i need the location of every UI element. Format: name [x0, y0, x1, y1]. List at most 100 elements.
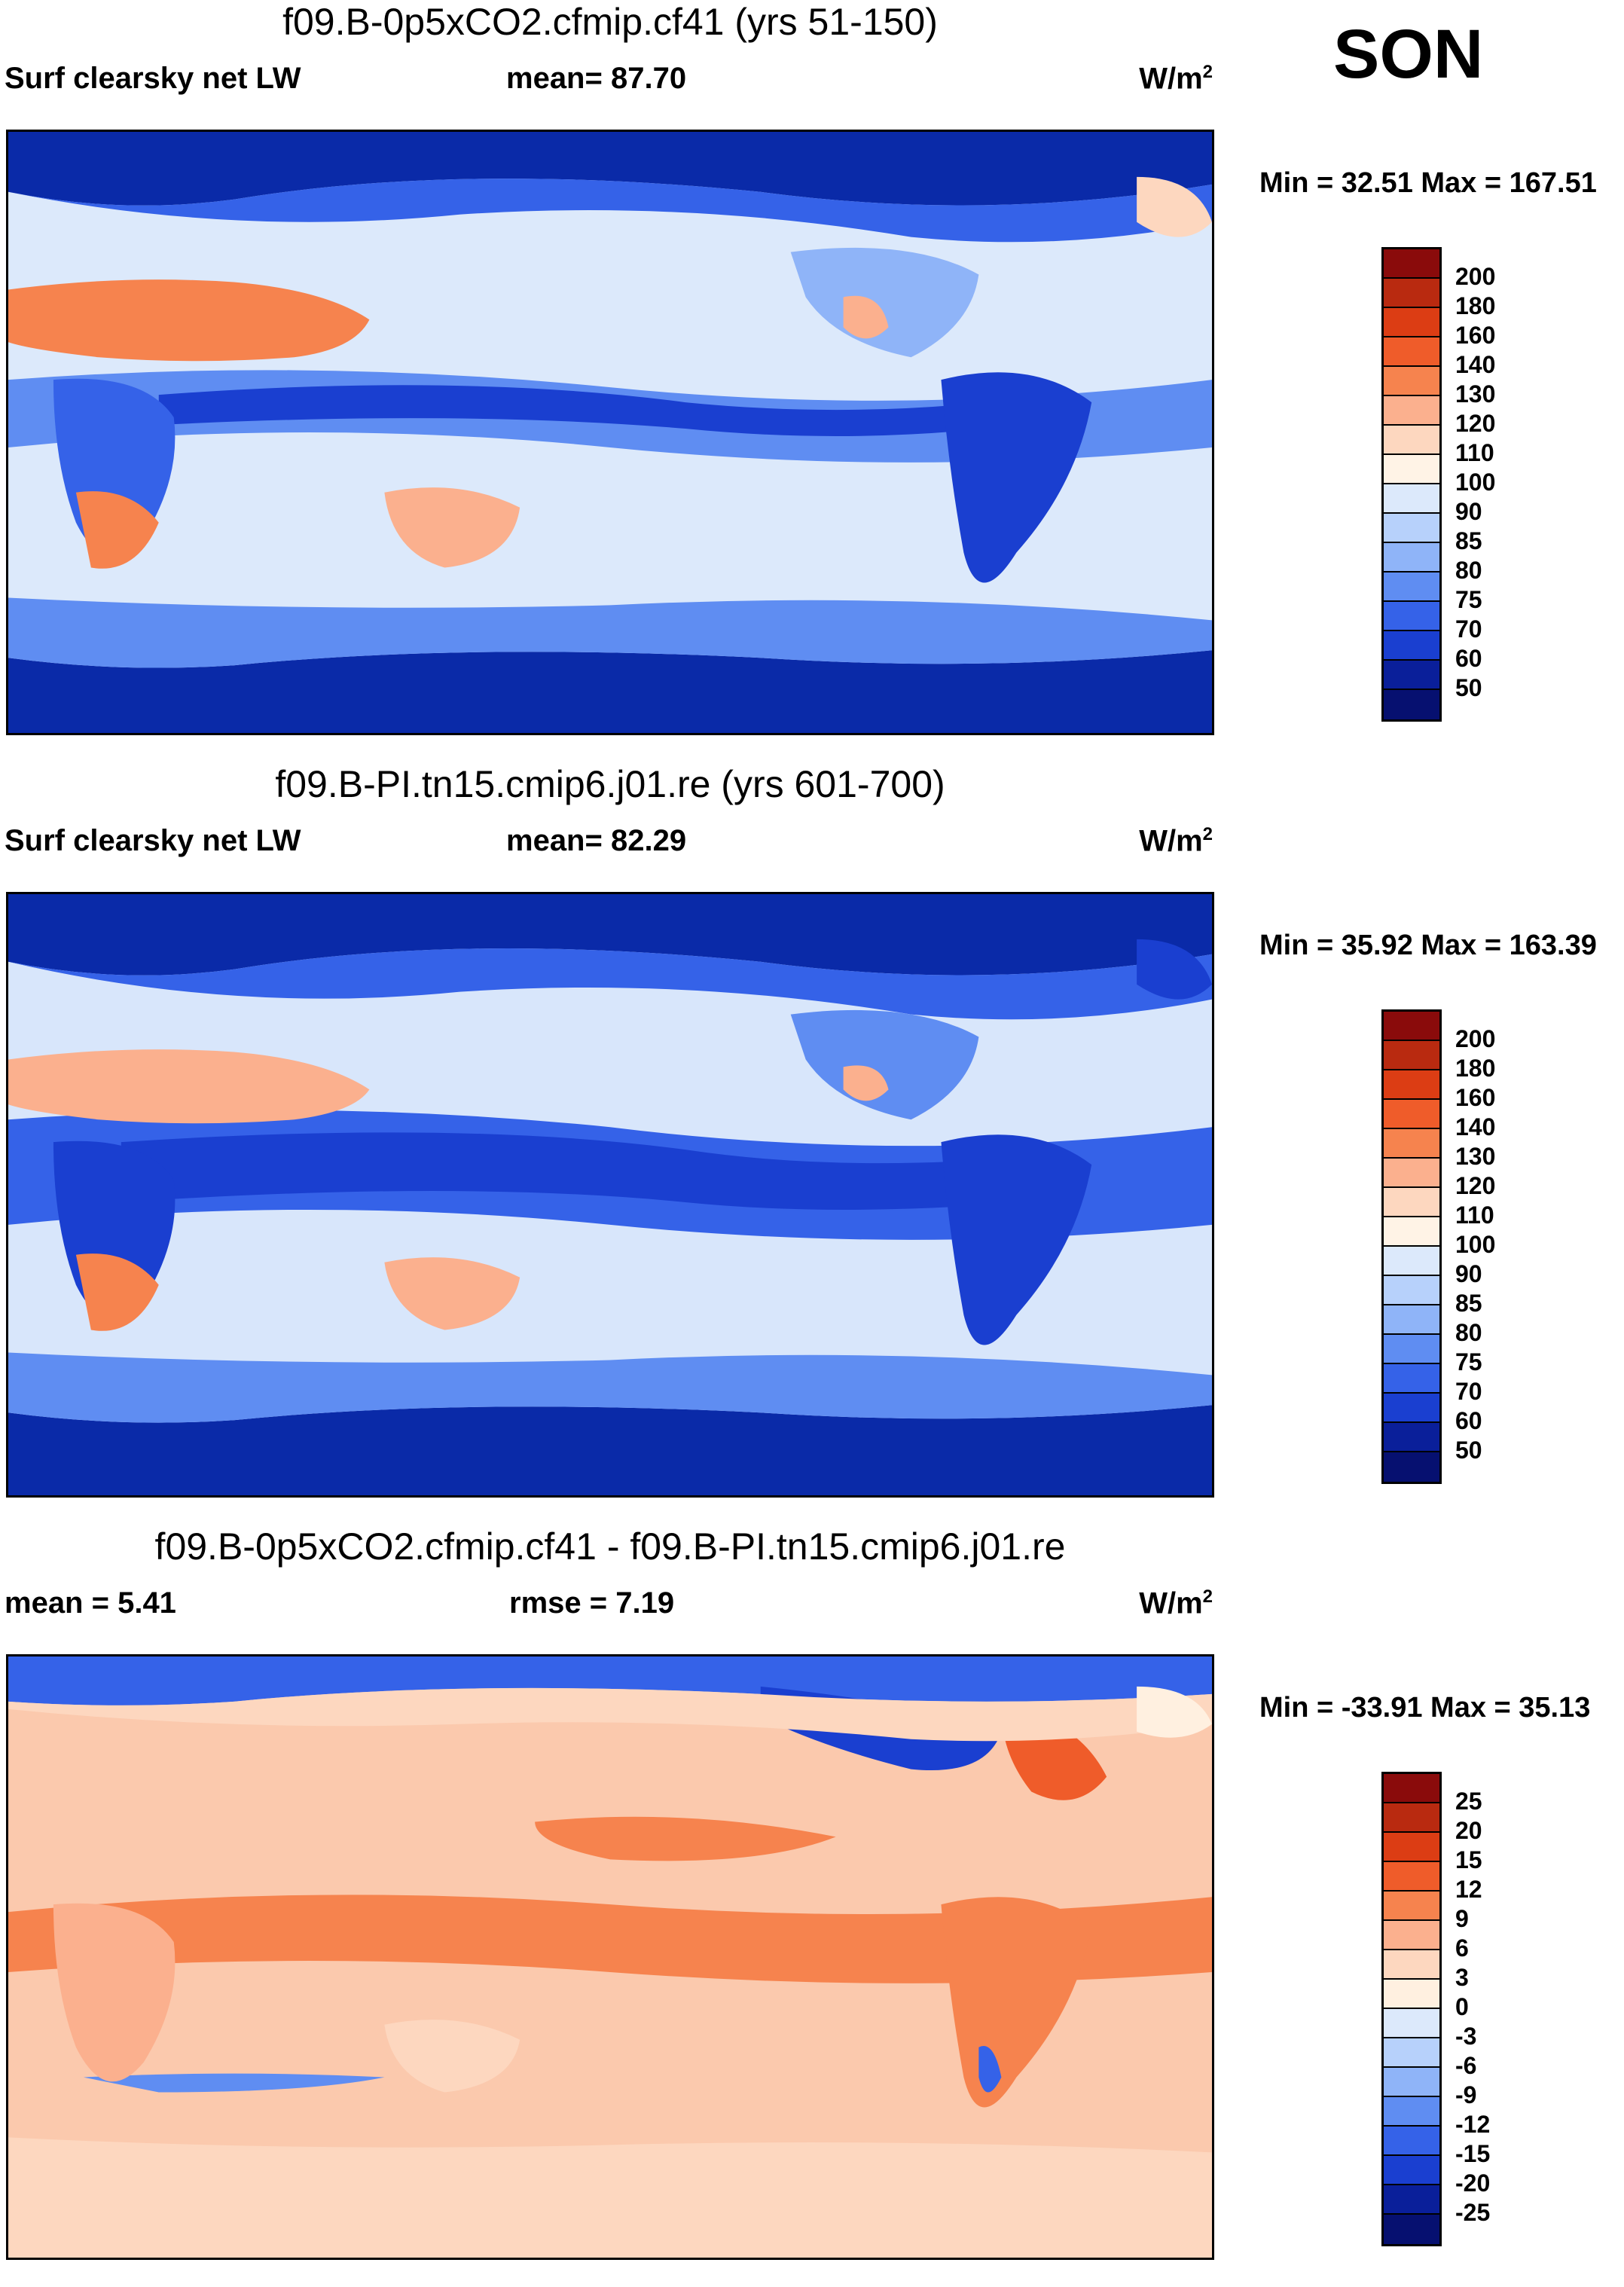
arctic-band [8, 894, 1212, 976]
colorbar-tick-label: 25 [1455, 1788, 1482, 1815]
map-plot [6, 1654, 1214, 2260]
colorbar-tick-label: 20 [1455, 1817, 1482, 1844]
colorbar-segment [1384, 690, 1439, 719]
tropical-band [8, 1895, 1212, 1983]
arctic-band [8, 1656, 1212, 1705]
units-label: W/m2 [1139, 824, 1213, 858]
panel-control: f09.B-PI.tn15.cmip6.j01.re (yrs 601-700)… [0, 762, 1624, 1525]
colorbar-segment [1384, 1774, 1439, 1803]
colorbar-tick-label: -15 [1455, 2140, 1491, 2167]
colorbar-tick-label: 160 [1455, 1084, 1496, 1111]
australia [384, 2020, 520, 2093]
colorbar-tick-label: 3 [1455, 1964, 1469, 1991]
colorbar-tick-label: -6 [1455, 2052, 1477, 2079]
colorbar-segment [1384, 1394, 1439, 1423]
colorbar-tick-label: 70 [1455, 1378, 1482, 1405]
colorbar-segment [1384, 1980, 1439, 2009]
colorbar-segment [1384, 1041, 1439, 1070]
units-label: W/m2 [1139, 1586, 1213, 1620]
colorbar-tick-label: 110 [1455, 1202, 1494, 1229]
colorbar-tick-label: 85 [1455, 527, 1482, 554]
colorbar-tick-label: -9 [1455, 2081, 1477, 2108]
colorbar-segment [1384, 1305, 1439, 1335]
colorbar-segment [1384, 2038, 1439, 2068]
colorbar-segment [1384, 1833, 1439, 1862]
colorbar-tick-label: 50 [1455, 674, 1482, 701]
colorbar-segment [1384, 661, 1439, 690]
panel-title: f09.B-PI.tn15.cmip6.j01.re (yrs 601-700) [275, 763, 945, 805]
colorbar-segment [1384, 2185, 1439, 2215]
world-map [8, 132, 1212, 733]
colorbar-tick-label: 90 [1455, 498, 1482, 525]
colorbar-tick-label: -25 [1455, 2199, 1491, 2226]
colorbar-tick-label: 100 [1455, 469, 1496, 496]
colorbar-segment [1384, 367, 1439, 396]
colorbar-segment [1384, 1921, 1439, 1950]
colorbar-segment [1384, 1129, 1439, 1159]
colorbar [1381, 247, 1442, 722]
colorbar-tick-label: 160 [1455, 322, 1496, 349]
southern-ocean-band [8, 597, 1212, 668]
southern-africa [75, 491, 159, 569]
mean-value: mean= 82.29 [506, 824, 687, 857]
colorbar-segment [1384, 1188, 1439, 1217]
colorbar-segment [1384, 337, 1439, 367]
colorbar-segment [1384, 631, 1439, 661]
australia [384, 487, 520, 568]
colorbar-segment [1384, 602, 1439, 631]
colorbar-tick-label: 0 [1455, 1993, 1469, 2020]
min-max-label: Min = 32.51 Max = 167.51 [1259, 167, 1597, 199]
southern-negative-patch [83, 2073, 385, 2093]
colorbar-segment [1384, 279, 1439, 308]
colorbar-segment [1384, 1247, 1439, 1276]
colorbar-tick-label: -3 [1455, 2023, 1477, 2050]
colorbar-tick-label: 60 [1455, 1407, 1482, 1434]
colorbar-tick-label: 90 [1455, 1260, 1482, 1287]
colorbar-segment [1384, 1950, 1439, 1980]
south-america [941, 372, 1092, 583]
colorbar-segment [1384, 2127, 1439, 2156]
colorbar-segment [1384, 1803, 1439, 1833]
panel-title: f09.B-0p5xCO2.cfmip.cf41 (yrs 51-150) [282, 1, 938, 43]
rmse-value: rmse = 7.19 [509, 1586, 675, 1620]
sahara [8, 1049, 370, 1124]
colorbar-tick-label: 180 [1455, 1055, 1496, 1082]
south-america-negative [978, 2046, 1002, 2093]
colorbar-tick-label: 75 [1455, 586, 1482, 613]
colorbar-segment [1384, 249, 1439, 279]
colorbar-tick-label: 75 [1455, 1348, 1482, 1376]
greenland [1137, 939, 1212, 1000]
antarctic-band [8, 650, 1212, 733]
colorbar [1381, 1772, 1442, 2246]
greenland [1137, 176, 1212, 237]
southern-ocean-band [8, 1352, 1212, 1423]
world-map [8, 1656, 1212, 2258]
colorbar-tick-label: 180 [1455, 292, 1496, 319]
colorbar-segment [1384, 573, 1439, 602]
north-america [790, 1009, 979, 1120]
tropical-band-inner [121, 1132, 1024, 1210]
colorbar-tick-label: 85 [1455, 1290, 1482, 1317]
min-max-label: Min = -33.91 Max = 35.13 [1259, 1692, 1591, 1724]
colorbar-segment [1384, 1070, 1439, 1100]
colorbar-tick-label: 140 [1455, 351, 1496, 378]
colorbar-segment [1384, 308, 1439, 337]
colorbar-tick-label: 12 [1455, 1876, 1482, 1903]
colorbar-tick-label: 80 [1455, 557, 1482, 584]
colorbar-tick-label: 15 [1455, 1846, 1482, 1873]
north-band [8, 1687, 1212, 1742]
arctic-band [8, 132, 1212, 206]
colorbar-segment [1384, 543, 1439, 573]
colorbar-segment [1384, 1100, 1439, 1129]
min-max-label: Min = 35.92 Max = 163.39 [1259, 930, 1597, 961]
colorbar-segment [1384, 484, 1439, 514]
greenland [1137, 1686, 1212, 1738]
units-label: W/m2 [1139, 62, 1213, 96]
colorbar-segment [1384, 1364, 1439, 1394]
colorbar-segment [1384, 1335, 1439, 1364]
south-america [941, 1134, 1092, 1345]
southern-africa [75, 1253, 159, 1331]
mean-value: mean= 87.70 [506, 62, 687, 95]
colorbar-tick-label: 6 [1455, 1934, 1469, 1962]
colorbar-segment [1384, 1892, 1439, 1921]
